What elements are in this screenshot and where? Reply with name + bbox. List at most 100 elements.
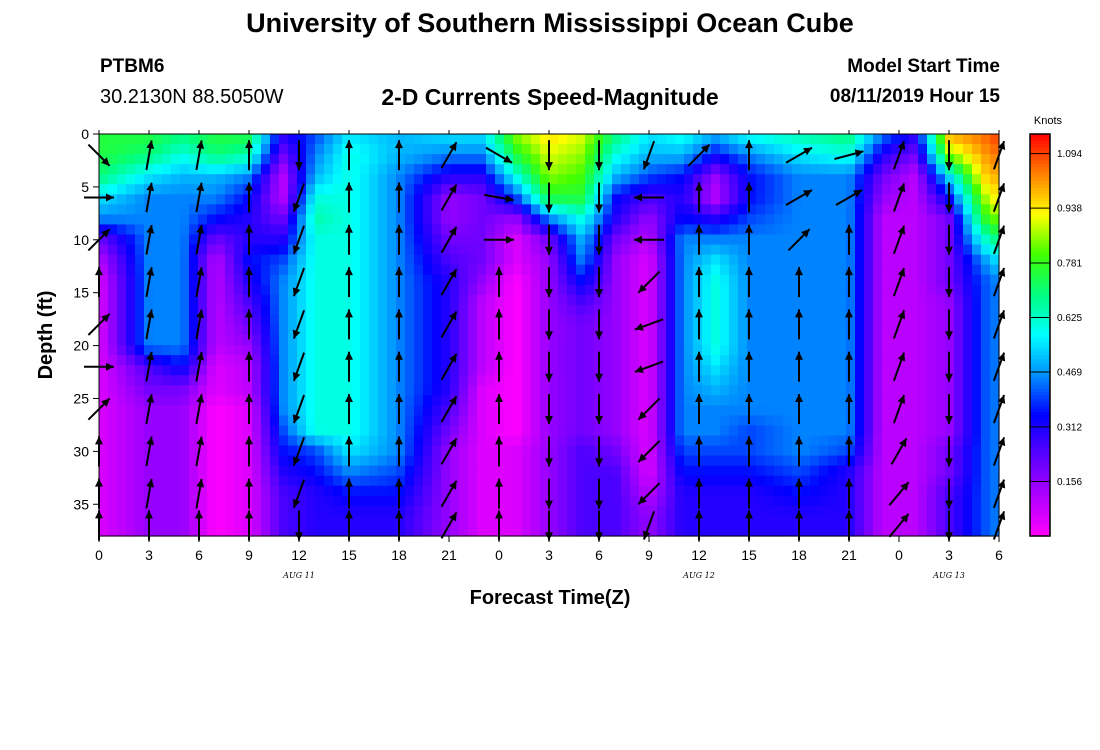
current-vector [145, 436, 155, 467]
heatmap-cell [441, 405, 451, 416]
heatmap-cell [243, 164, 253, 175]
heatmap-cell [558, 365, 568, 376]
current-vector [745, 478, 753, 509]
colorbar-band [1030, 371, 1050, 376]
heatmap-cell [738, 485, 748, 497]
heatmap-cell [720, 355, 730, 366]
heatmap-cell [909, 314, 919, 326]
heatmap-cell [504, 164, 514, 175]
heatmap-cell [306, 345, 316, 356]
current-vector [495, 436, 503, 467]
heatmap-cell [225, 405, 235, 416]
heatmap-cell [108, 395, 118, 406]
heatmap-cell [405, 204, 415, 215]
colorbar-band [1030, 221, 1050, 226]
heatmap-cell [666, 244, 676, 256]
heatmap-cell [873, 475, 883, 487]
heatmap-cell [351, 475, 361, 487]
heatmap-cell [270, 284, 280, 296]
heatmap-cell [900, 375, 910, 386]
heatmap-cell [558, 204, 568, 215]
heatmap-cell [423, 154, 433, 165]
heatmap-cell [333, 274, 343, 286]
heatmap-cell [468, 525, 478, 537]
heatmap-cell [855, 274, 865, 286]
heatmap-cell [99, 425, 109, 437]
heatmap-cell [594, 385, 604, 396]
heatmap-cell [828, 254, 838, 266]
heatmap-cell [846, 264, 856, 276]
heatmap-cell [306, 274, 316, 286]
heatmap-cell [828, 154, 838, 165]
heatmap-cell [360, 385, 370, 396]
heatmap-cell [819, 204, 829, 215]
heatmap-cell [225, 485, 235, 497]
current-vector [745, 224, 753, 255]
heatmap-cell [918, 435, 928, 447]
heatmap-cell [216, 284, 226, 296]
heatmap-cell [990, 304, 1000, 316]
current-vector [395, 436, 403, 467]
heatmap-cell [819, 435, 829, 447]
heatmap-cell [135, 335, 145, 346]
heatmap-cell [396, 425, 406, 437]
heatmap-cell [873, 184, 883, 195]
heatmap-cell [792, 415, 802, 427]
heatmap-cell [918, 284, 928, 296]
heatmap-cell [180, 194, 190, 205]
heatmap-cell [747, 435, 757, 447]
colorbar-band [1030, 144, 1050, 148]
heatmap-cell [477, 164, 487, 175]
heatmap-cell [639, 395, 649, 406]
heatmap-cell [810, 134, 820, 145]
heatmap-cell [810, 475, 820, 487]
heatmap-cell [441, 304, 451, 316]
heatmap-cell [333, 294, 343, 306]
heatmap-cell [711, 214, 721, 226]
heatmap-cell [459, 324, 469, 336]
heatmap-cell [882, 365, 892, 376]
heatmap-cell [468, 415, 478, 427]
heatmap-cell [477, 284, 487, 296]
heatmap-cell [774, 254, 784, 266]
heatmap-cell [369, 234, 379, 246]
heatmap-cell [738, 465, 748, 477]
heatmap-cell [153, 385, 163, 396]
heatmap-cell [882, 395, 892, 406]
heatmap-cell [477, 435, 487, 447]
heatmap-cell [666, 204, 676, 215]
heatmap-cell [612, 365, 622, 376]
heatmap-cell [99, 495, 109, 507]
heatmap-cell [225, 204, 235, 215]
heatmap-cell [747, 144, 757, 155]
heatmap-cell [801, 485, 811, 497]
heatmap-cell [576, 525, 586, 537]
heatmap-cell [837, 274, 847, 286]
heatmap-cell [504, 445, 514, 457]
heatmap-cell [621, 274, 631, 286]
heatmap-cell [486, 345, 496, 356]
current-vector [545, 351, 553, 382]
heatmap-cell [414, 234, 424, 246]
heatmap-cell [810, 405, 820, 416]
heatmap-cell [783, 324, 793, 336]
heatmap-cell [972, 184, 982, 195]
heatmap-cell [774, 294, 784, 306]
heatmap-cell [774, 335, 784, 346]
heatmap-cell [657, 465, 667, 477]
heatmap-cell [477, 244, 487, 256]
heatmap-cell [261, 324, 271, 336]
heatmap-cell [873, 254, 883, 266]
heatmap-cell [459, 304, 469, 316]
heatmap-cell [927, 505, 937, 517]
heatmap-cell [963, 304, 973, 316]
heatmap-cell [504, 144, 514, 155]
heatmap-cell [477, 274, 487, 286]
heatmap-cell [747, 445, 757, 457]
heatmap-cell [756, 154, 766, 165]
heatmap-cell [207, 345, 217, 356]
heatmap-cell [918, 224, 928, 236]
heatmap-cell [729, 525, 739, 537]
heatmap-cell [333, 355, 343, 366]
heatmap-cell [990, 174, 1000, 185]
